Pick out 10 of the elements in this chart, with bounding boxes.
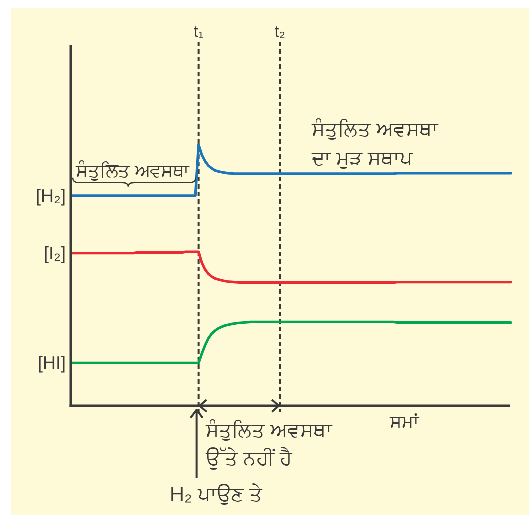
annotation: ਸੰਤੁਲਿਤ ਅਵਸਥਾ — [74, 160, 190, 181]
series-label: [H₂] — [36, 186, 66, 206]
series-label: [HI] — [38, 353, 66, 374]
text: H₂ ਪਾਉਣ ਤੇ — [170, 483, 264, 506]
text: ਸੰਤੁਲਿਤ ਅਵਸਥਾ ਉੱਤੇ ਨਹੀਂ ਹੈ — [204, 419, 334, 470]
x-tick-label: t₁ — [194, 24, 204, 41]
x-axis-title: ਸਮਾਂ — [389, 412, 420, 432]
series-label: [I₂] — [44, 243, 66, 264]
annotation: ਸੰਤੁਲਿਤ ਅਵਸਥਾ ਦਾ ਮੁੜ ਸਥਾਪ — [311, 118, 440, 170]
x-tick-label: t₂ — [274, 24, 286, 41]
